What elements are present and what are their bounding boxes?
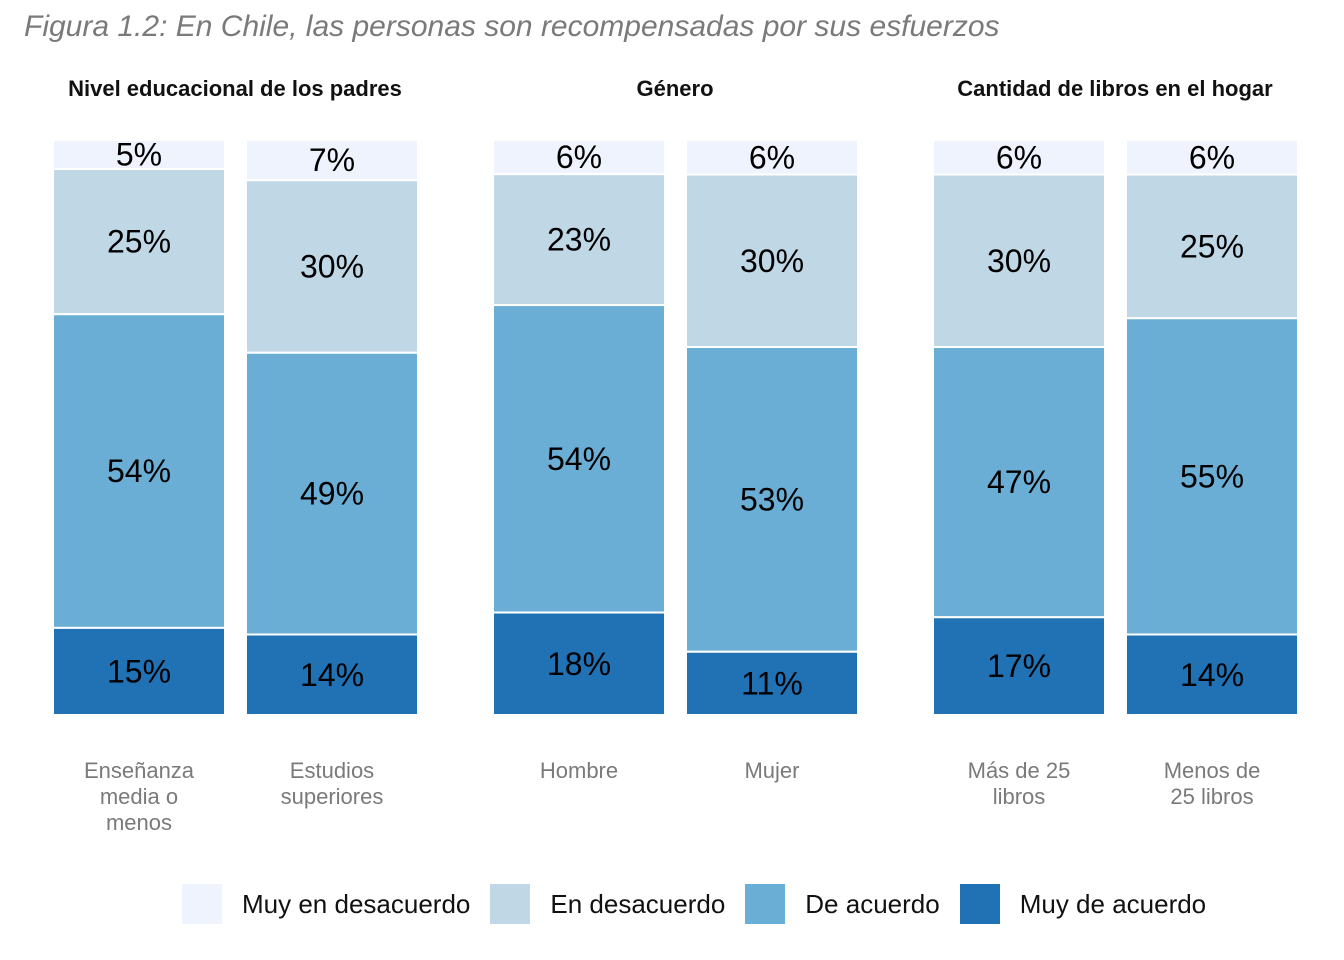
category-label: media o <box>100 784 178 809</box>
data-label: 53% <box>740 481 804 517</box>
bar-segment-muy-en-desacuerdo <box>1125 139 1299 176</box>
data-label: 47% <box>987 464 1051 500</box>
bar-segment-de-acuerdo <box>52 313 226 629</box>
bar-segment-de-acuerdo <box>1125 317 1299 636</box>
data-label: 14% <box>300 657 364 693</box>
bar-segment-de-acuerdo <box>932 346 1106 619</box>
bar-segment-muy-en-desacuerdo <box>932 139 1106 176</box>
legend-label-en-desacuerdo: En desacuerdo <box>550 888 726 919</box>
data-label: 6% <box>556 139 602 175</box>
category-label: libros <box>993 784 1046 809</box>
bar-segment-de-acuerdo <box>685 346 859 653</box>
category-label: Estudios <box>290 758 374 783</box>
bar-segment-en-desacuerdo <box>685 173 859 348</box>
legend: Muy en desacuerdo En desacuerdo De acuer… <box>182 884 1226 924</box>
legend-label-muy-de-acuerdo: Muy de acuerdo <box>1019 888 1207 919</box>
group-title: Nivel educacional de los padres <box>68 76 402 101</box>
bar-segment-muy-en-desacuerdo <box>685 139 859 176</box>
legend-label-de-acuerdo: De acuerdo <box>805 888 940 919</box>
figure-title: Figura 1.2: En Chile, las personas son r… <box>24 10 1000 43</box>
bar-segment-en-desacuerdo <box>52 168 226 316</box>
legend-swatch-muy-en-desacuerdo <box>182 884 222 924</box>
data-label: 7% <box>309 142 355 178</box>
data-label: 25% <box>107 224 171 260</box>
data-label: 14% <box>1180 657 1244 693</box>
category-label: superiores <box>281 784 384 809</box>
stacked-bar-chart: Nivel educacional de los padres 5% 25% 54% 1… <box>52 76 1299 835</box>
legend-item-en-desacuerdo: En desacuerdo <box>490 884 725 924</box>
data-label: 11% <box>741 665 803 701</box>
data-label: 30% <box>300 249 364 285</box>
category-label: Mujer <box>744 758 799 783</box>
bar-segment-en-desacuerdo <box>932 173 1106 348</box>
data-label: 17% <box>987 648 1051 684</box>
data-label: 5% <box>116 137 162 173</box>
data-label: 30% <box>987 243 1051 279</box>
data-label: 55% <box>1180 458 1244 494</box>
category-label: Menos de <box>1164 758 1261 783</box>
bar-segment-muy-de-acuerdo <box>685 650 859 716</box>
data-label: 25% <box>1180 228 1244 264</box>
data-label: 6% <box>749 139 795 175</box>
data-label: 6% <box>996 139 1042 175</box>
bar-segment-muy-en-desacuerdo <box>492 139 666 176</box>
legend-label-muy-en-desacuerdo: Muy en desacuerdo <box>242 888 471 919</box>
data-label: 18% <box>547 646 611 682</box>
bar-segment-en-desacuerdo <box>1125 173 1299 320</box>
category-label: 25 libros <box>1170 784 1253 809</box>
data-label: 6% <box>1189 139 1235 175</box>
data-label: 15% <box>107 653 171 689</box>
bar-segment-en-desacuerdo <box>492 173 666 307</box>
bar-segment-de-acuerdo <box>245 351 419 636</box>
data-label: 49% <box>300 476 364 512</box>
category-label: Hombre <box>540 758 618 783</box>
legend-swatch-en-desacuerdo <box>490 884 531 924</box>
category-label: Más de 25 <box>968 758 1071 783</box>
legend-swatch-muy-de-acuerdo <box>959 884 1000 924</box>
data-label: 54% <box>547 441 611 477</box>
legend-item-muy-de-acuerdo: Muy de acuerdo <box>959 884 1207 924</box>
legend-item-de-acuerdo: De acuerdo <box>745 884 940 924</box>
legend-swatch-de-acuerdo <box>745 884 786 924</box>
bar-segment-muy-de-acuerdo <box>245 633 419 716</box>
group-title: Cantidad de libros en el hogar <box>957 76 1273 101</box>
bar-segment-muy-en-desacuerdo <box>52 139 226 171</box>
bar-segment-muy-de-acuerdo <box>932 616 1106 716</box>
bar-segment-muy-de-acuerdo <box>1125 633 1299 716</box>
category-label: Enseñanza <box>84 758 195 783</box>
data-label: 23% <box>547 222 611 258</box>
legend-item-muy-en-desacuerdo: Muy en desacuerdo <box>182 884 470 924</box>
data-label: 54% <box>107 453 171 489</box>
bar-segment-muy-de-acuerdo <box>492 611 666 717</box>
group-title: Género <box>636 76 713 101</box>
data-label: 30% <box>740 243 804 279</box>
bar-segment-muy-de-acuerdo <box>52 626 226 716</box>
category-label: menos <box>106 810 172 835</box>
